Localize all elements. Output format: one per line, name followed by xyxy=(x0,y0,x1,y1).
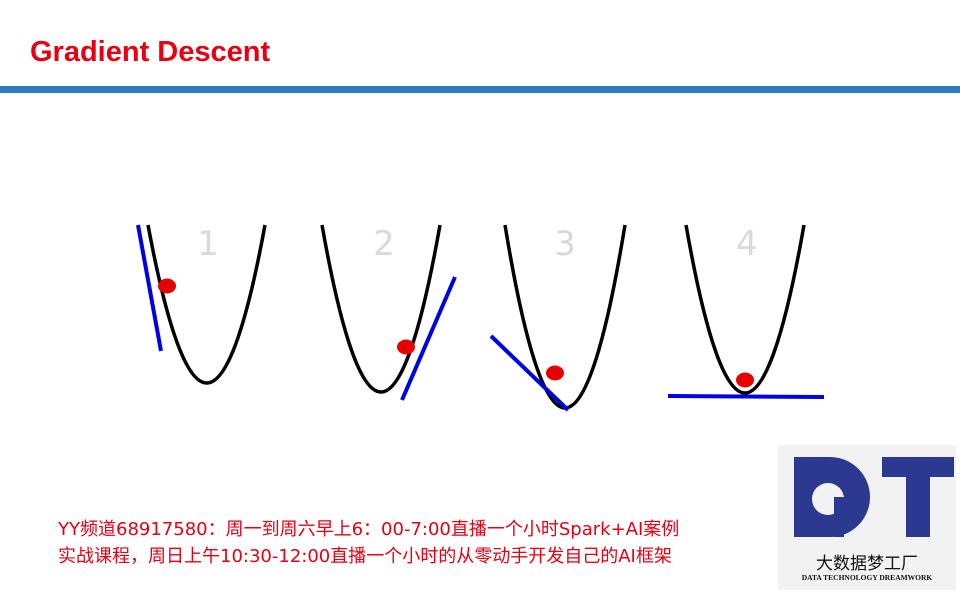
logo-name: 大数据梦工厂 xyxy=(816,554,918,574)
panel-label: 2 xyxy=(373,224,395,264)
announcement: YY频道68917580：周一到周六早上6：00-7:00直播一个小时Spark… xyxy=(58,516,679,570)
title-bar xyxy=(0,86,960,93)
announcement-line: 实战课程，周日上午10:30-12:00直播一个小时的从零动手开发自己的AI框架 xyxy=(58,546,672,567)
ball xyxy=(397,339,415,355)
logo-t-stem xyxy=(906,457,930,537)
panel-label: 4 xyxy=(736,224,758,264)
tangent-line xyxy=(400,276,457,401)
tangent-line xyxy=(667,394,825,399)
parabola xyxy=(146,224,267,385)
parabola xyxy=(684,224,806,395)
logo-d-stem xyxy=(834,497,844,537)
ball xyxy=(736,372,754,388)
ball xyxy=(546,365,564,381)
slide-title: Gradient Descent xyxy=(30,36,271,68)
logo: 大数据梦工厂 DATA TECHNOLOGY DREAMWORK xyxy=(778,445,956,590)
announcement-line: YY频道68917580：周一到周六早上6：00-7:00直播一个小时Spark… xyxy=(58,519,680,540)
tangent-line xyxy=(136,224,163,352)
tangent-line xyxy=(489,334,570,412)
panel-label: 1 xyxy=(197,224,219,264)
panel-label: 3 xyxy=(554,224,576,264)
logo-tagline: DATA TECHNOLOGY DREAMWORK xyxy=(801,573,933,582)
parabola xyxy=(320,224,442,394)
ball xyxy=(158,278,176,294)
logo-mark xyxy=(794,457,954,537)
